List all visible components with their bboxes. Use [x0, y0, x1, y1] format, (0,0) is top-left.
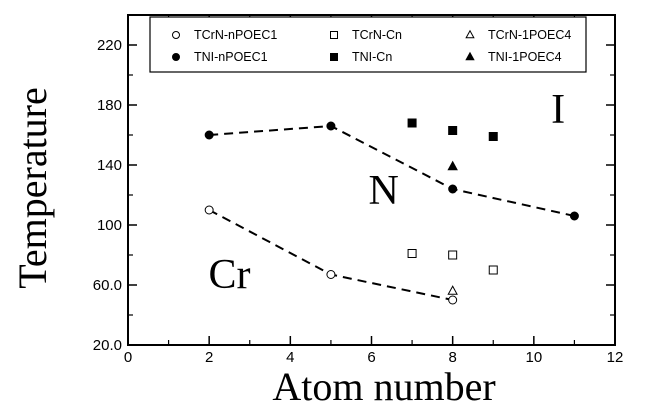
- legend-label: TCrN-Cn: [352, 28, 402, 42]
- y-tick-label: 220: [97, 37, 122, 54]
- legend-marker: [330, 53, 338, 61]
- data-points: [204, 118, 579, 305]
- region-label: Cr: [208, 252, 250, 298]
- legend-marker: [330, 31, 338, 39]
- legend-label: TNI-1POEC4: [488, 50, 562, 64]
- region-label: N: [369, 168, 399, 214]
- legend-label: TCrN-nPOEC1: [194, 28, 277, 42]
- data-point: [488, 132, 498, 141]
- legend: TCrN-nPOEC1 TNI-nPOEC1 TCrN-Cn TNI-Cn TCrN-1…: [149, 16, 587, 73]
- legend-marker: [172, 31, 180, 39]
- tick-labels: 0 2 4 6 8 10 12 20.0 60.0 100 140 180 220: [93, 37, 624, 366]
- legend-label: TNI-Cn: [352, 50, 392, 64]
- region-label: I: [551, 87, 565, 133]
- y-tick-label: 20.0: [93, 337, 122, 354]
- data-point: [448, 250, 458, 260]
- x-tick-label: 6: [367, 349, 375, 366]
- legend-label: TCrN-1POEC4: [488, 28, 571, 42]
- y-axis-title: Temperature: [10, 87, 55, 289]
- y-tick-label: 180: [97, 97, 122, 114]
- y-tick-label: 140: [97, 157, 122, 174]
- data-point: [447, 285, 458, 295]
- legend-box: [149, 16, 587, 73]
- data-point: [448, 126, 458, 135]
- x-tick-label: 4: [286, 349, 294, 366]
- x-axis-title: Atom number: [272, 364, 495, 409]
- data-point: [488, 265, 498, 275]
- data-point: [447, 160, 458, 171]
- x-tick-label: 0: [124, 349, 132, 366]
- data-point: [326, 270, 336, 279]
- data-point: [407, 249, 417, 258]
- data-point: [448, 184, 458, 194]
- legend-marker: [465, 51, 475, 61]
- data-point: [204, 205, 214, 215]
- x-tick-label: 8: [448, 349, 456, 366]
- y-tick-label: 60.0: [93, 277, 122, 294]
- x-tick-label: 12: [607, 349, 624, 366]
- y-tick-label: 100: [97, 217, 122, 234]
- legend-label: TNI-nPOEC1: [194, 50, 268, 64]
- data-point: [204, 130, 214, 140]
- legend-marker: [172, 53, 180, 61]
- trend-line: [209, 124, 575, 217]
- x-tick-label: 2: [205, 349, 213, 366]
- x-tick-label: 10: [525, 349, 542, 366]
- region-labels: I N Cr: [208, 87, 565, 298]
- data-point: [569, 211, 579, 221]
- data-point: [326, 121, 336, 131]
- data-point: [448, 295, 458, 305]
- data-point: [407, 118, 417, 128]
- legend-marker: [465, 29, 475, 39]
